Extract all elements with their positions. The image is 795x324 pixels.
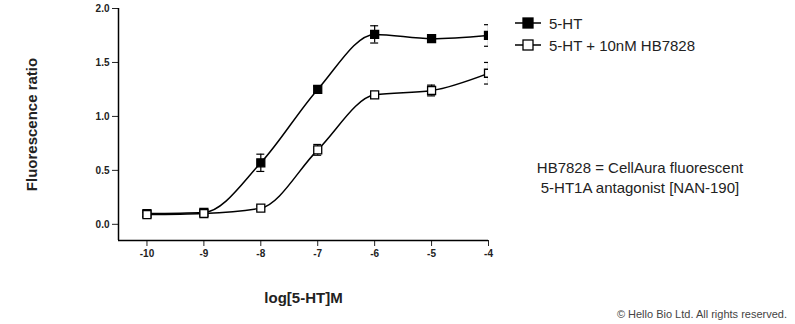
svg-text:Fluorescence ratio: Fluorescence ratio [23,58,40,191]
svg-text:-7: -7 [313,248,322,259]
svg-text:-10: -10 [140,248,155,259]
svg-text:2.0: 2.0 [96,3,110,14]
html-text:5-HT: 5-HT [549,14,583,32]
svg-text:0.5: 0.5 [96,165,110,176]
svg-text:1.0: 1.0 [96,111,110,122]
html-text:© Hello Bio Ltd. All rights re: © Hello Bio Ltd. All rights reserved. [616,308,787,320]
svg-text:-9: -9 [199,248,208,259]
svg-text:-8: -8 [256,248,265,259]
svg-text:-6: -6 [370,248,379,259]
svg-text:-4: -4 [484,248,493,259]
svg-text:1.5: 1.5 [96,57,110,68]
html-text:5-HT + 10nM HB7828: 5-HT + 10nM HB7828 [549,36,696,54]
svg-text:0.0: 0.0 [96,219,110,230]
html-text:HB7828 = CellAura fluorescent: HB7828 = CellAura fluorescent [536,159,744,176]
svg-text:log[5-HT]M: log[5-HT]M [264,289,342,306]
html-text:5-HT1A antagonist [NAN-190]: 5-HT1A antagonist [NAN-190] [540,179,740,196]
svg-text:-5: -5 [427,248,436,259]
